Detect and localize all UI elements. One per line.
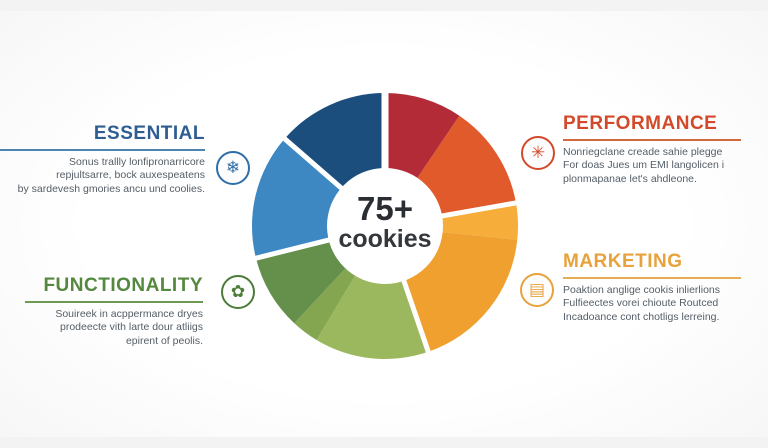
performance-badge: ✳ <box>521 136 555 170</box>
functionality-text-line: Souireek in acppermance dryes <box>55 307 203 320</box>
starburst-icon: ✳ <box>530 142 546 163</box>
marketing-text-line: Poaktion anglige cookis inlierlions <box>563 283 721 296</box>
performance-divider <box>563 138 741 141</box>
performance-text-line: plonmapanae let's ahdleone. <box>563 172 697 185</box>
essential-block: ESSENTIAL Sonus trallly lonfipronarricor… <box>0 124 205 196</box>
marketing-block: MARKETING Poaktion anglige cookis inlier… <box>563 252 741 324</box>
essential-badge: ❄ <box>216 151 250 185</box>
essential-title: ESSENTIAL <box>93 123 205 144</box>
functionality-divider <box>25 300 203 303</box>
functionality-block: FUNCTIONALITY Souireek in acppermance dr… <box>25 276 203 348</box>
marketing-text-line: Incadoance cont chotligs lerreing. <box>563 310 720 323</box>
functionality-badge: ✿ <box>221 275 255 309</box>
performance-text-line: For doas Jues um EMI langolicen i <box>563 159 725 172</box>
functionality-text-line: epirent of peolis. <box>125 334 203 347</box>
marketing-text-line: Fulfieectes vorei chioute Routced <box>563 297 719 310</box>
essential-divider <box>0 148 205 151</box>
performance-title: PERFORMANCE <box>563 113 718 134</box>
cookie-donut-chart <box>250 91 520 361</box>
performance-text-line: Nonriegclane creade sahie plegge <box>563 145 723 158</box>
functionality-title: FUNCTIONALITY <box>43 275 203 296</box>
snowflake-icon: ❄ <box>225 157 241 178</box>
cookie-word: cookies <box>338 224 432 253</box>
marketing-badge: ▤ <box>520 273 554 307</box>
marketing-divider <box>563 276 741 279</box>
donut-center-label: 75+ cookies <box>325 190 445 253</box>
essential-text-line: repjultsarre, bock auxespeatens <box>56 169 205 182</box>
marketing-title: MARKETING <box>563 251 683 272</box>
functionality-text-line: prodeecte vith larte dour atliigs <box>60 321 203 334</box>
cookie-count: 75+ <box>357 190 413 227</box>
essential-text-line: Sonus trallly lonfipronarricore <box>69 155 205 168</box>
performance-block: PERFORMANCE Nonriegclane creade sahie pl… <box>563 114 741 186</box>
donut-segment-marketing-light-amber <box>385 202 518 240</box>
donut-hole <box>327 168 443 284</box>
flower-icon: ✿ <box>230 281 246 302</box>
donut-segment-functionality-light-green <box>316 226 429 359</box>
essential-text-line: by sardevesh gmories ancu und coolies. <box>17 182 205 195</box>
donut-svg <box>252 91 519 359</box>
books-icon: ▤ <box>528 279 546 300</box>
